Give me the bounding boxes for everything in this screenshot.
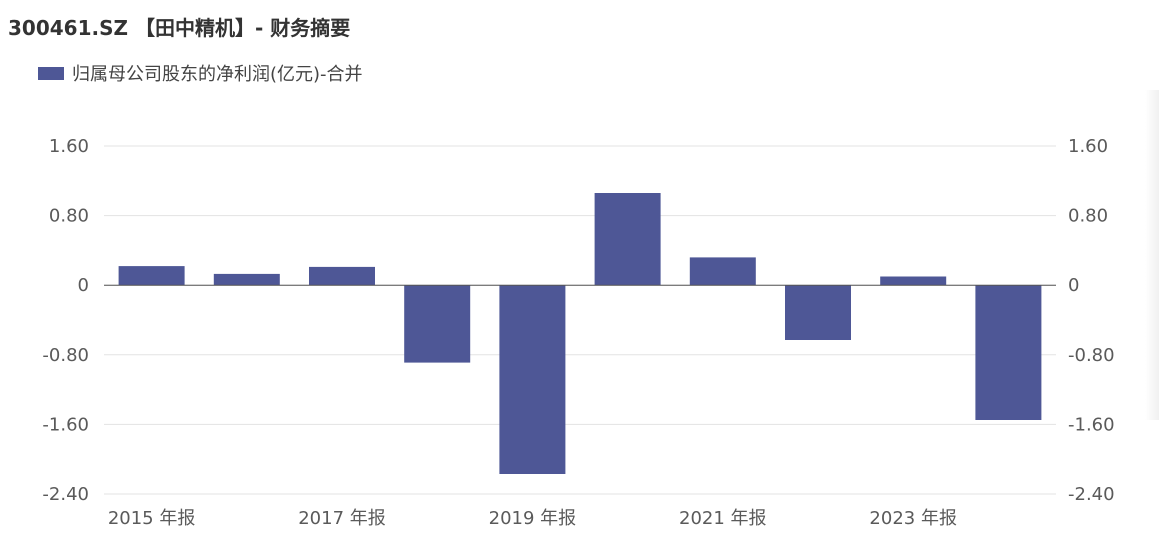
grid-lines	[104, 145, 1056, 495]
x-tick-label: 2015 年报	[108, 508, 196, 529]
y-tick-label-right: 0	[1068, 275, 1079, 296]
legend-swatch	[38, 66, 64, 80]
y-tick-label-left: -1.60	[42, 414, 89, 435]
x-tick-label: 2021 年报	[679, 508, 767, 529]
scroll-shadow	[1145, 90, 1159, 420]
bar-7[interactable]	[785, 285, 851, 340]
bar-0[interactable]	[118, 266, 185, 286]
bar-3[interactable]	[404, 285, 471, 363]
bar-2[interactable]	[309, 266, 375, 286]
x-tick-label: 2023 年报	[869, 508, 957, 529]
bar-6[interactable]	[689, 257, 756, 286]
bar-1[interactable]	[213, 273, 280, 286]
x-tick-label: 2017 年报	[298, 508, 386, 529]
bars	[118, 193, 1042, 474]
y-tick-label-left: -0.80	[42, 345, 89, 366]
y-tick-label-right: -1.60	[1068, 414, 1115, 435]
legend-label: 归属母公司股东的净利润(亿元)-合并	[72, 64, 363, 85]
y-tick-label-right: 0.80	[1068, 206, 1108, 227]
bar-5[interactable]	[594, 193, 661, 286]
y-tick-label-left: 0.80	[49, 206, 89, 227]
y-tick-label-left: 0	[78, 275, 89, 296]
bar-9[interactable]	[975, 285, 1042, 420]
x-tick-label: 2019 年报	[489, 508, 577, 529]
y-axis-right: 1.60 0.80 0 -0.80 -1.60 -2.40	[1068, 136, 1115, 505]
bar-4[interactable]	[499, 285, 566, 474]
x-axis: 2015 年报 2017 年报 2019 年报 2021 年报 2023 年报	[108, 508, 957, 529]
y-tick-label-left: 1.60	[49, 136, 89, 157]
y-tick-label-right: -2.40	[1068, 484, 1115, 505]
bar-8[interactable]	[880, 276, 947, 286]
y-tick-label-right: -0.80	[1068, 345, 1115, 366]
y-tick-label-right: 1.60	[1068, 136, 1108, 157]
chart-title: 300461.SZ 【田中精机】- 财务摘要	[8, 16, 351, 40]
legend[interactable]: 归属母公司股东的净利润(亿元)-合并	[38, 60, 363, 86]
y-axis-left: 1.60 0.80 0 -0.80 -1.60 -2.40	[42, 136, 89, 505]
y-tick-label-left: -2.40	[42, 484, 89, 505]
